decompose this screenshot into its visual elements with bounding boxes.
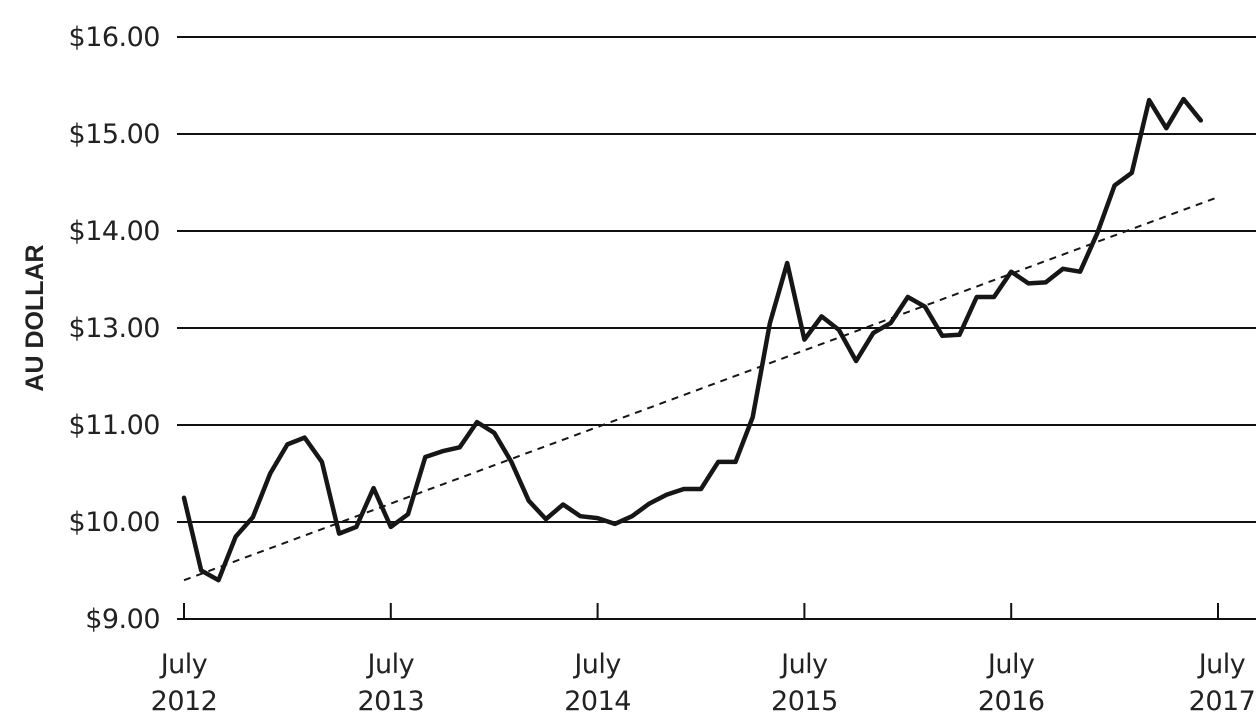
x-tick-label-year: 2013 <box>357 686 424 717</box>
trend-line <box>183 196 1219 582</box>
x-tick-label-year: 2014 <box>564 686 631 717</box>
x-tick-label-month: July <box>986 649 1035 680</box>
x-tick-label-year: 2012 <box>151 686 218 717</box>
y-tick-label: $15.00 <box>69 119 160 150</box>
x-tick-label-year: 2016 <box>978 686 1045 717</box>
x-tick-label-month: July <box>779 649 828 680</box>
y-tick-label: $9.00 <box>85 604 160 635</box>
series-layer <box>181 96 1219 583</box>
price-series-line <box>181 96 1204 583</box>
y-tick-labels: $16.00 $15.00 $14.00 $13.00 $11.00 $10.00 $9.0… <box>69 22 161 635</box>
y-axis-label: AU DOLLAR <box>21 244 49 391</box>
x-tick-label-month: July <box>159 649 208 680</box>
x-tick-label-year: 2015 <box>771 686 838 717</box>
x-tick-label-year: 2017 <box>1189 686 1256 717</box>
x-tick-label-month: July <box>572 649 621 680</box>
y-tick-label: $13.00 <box>69 313 160 344</box>
y-tick-label: $16.00 <box>69 22 160 53</box>
x-tick-label-month: July <box>1197 649 1246 680</box>
x-tick-label-month: July <box>366 649 415 680</box>
y-tick-label: $11.00 <box>69 410 160 441</box>
y-tick-label: $14.00 <box>69 216 160 247</box>
x-tick-labels: July 2012 July 2013 July 2014 July 2015 July 2016… <box>151 649 1256 717</box>
y-tick-label: $10.00 <box>69 507 160 538</box>
